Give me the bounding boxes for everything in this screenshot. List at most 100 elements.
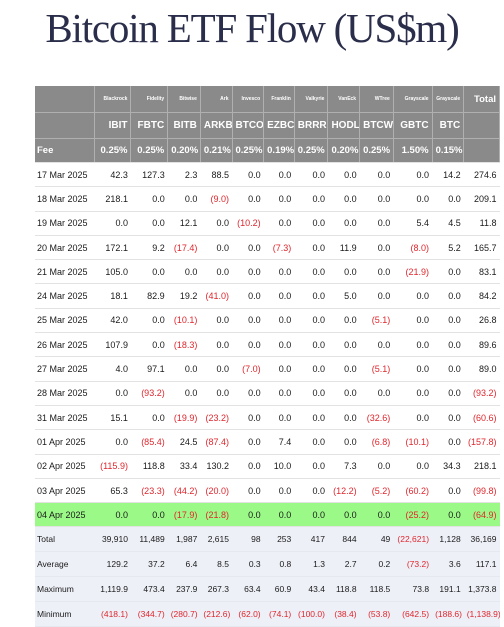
- summary-value: 39,910: [94, 526, 131, 553]
- flow-value: 0.0: [232, 235, 264, 261]
- summary-value: 1,987: [167, 526, 201, 553]
- issuer-name: Grayscale: [393, 86, 433, 113]
- flow-value: 0.0: [232, 186, 264, 212]
- flow-value: 0.0: [359, 259, 394, 285]
- ticker-symbol: IBIT: [94, 112, 132, 139]
- flow-value: 0.0: [393, 332, 433, 358]
- header-blank: [463, 112, 500, 139]
- flow-value: 0.0: [294, 478, 328, 504]
- summary-value: (73.2): [393, 551, 433, 578]
- summary-label: Minimum: [35, 601, 95, 627]
- flow-value: 0.0: [200, 381, 232, 406]
- row-date: 24 Mar 2025: [35, 283, 95, 309]
- flow-value: 0.0: [263, 211, 295, 236]
- etf-flow-table: Blackrock Fidelity Bitwise Ark Invesco Frankl…: [35, 86, 500, 627]
- flow-value: 0.0: [327, 186, 360, 212]
- flow-value: (18.3): [167, 332, 201, 358]
- flow-value: 0.0: [294, 186, 328, 212]
- flow-value: (23.3): [130, 478, 168, 504]
- summary-value: 267.3: [200, 576, 232, 602]
- flow-value: 0.0: [130, 308, 168, 334]
- row-date: 04 Apr 2025: [35, 502, 95, 528]
- flow-value: 0.0: [294, 332, 328, 358]
- row-total: 11.8: [463, 211, 500, 236]
- issuer-name: Ark: [200, 86, 233, 113]
- flow-value: 0.0: [232, 162, 264, 188]
- flow-value: 42.3: [94, 162, 131, 188]
- flow-value: 0.0: [200, 356, 232, 382]
- flow-value: 0.0: [263, 356, 295, 382]
- summary-value: (74.1): [263, 601, 295, 627]
- row-date: 18 Mar 2025: [35, 186, 95, 212]
- flow-value: 0.0: [393, 356, 433, 382]
- summary-value: 98: [232, 526, 264, 553]
- summary-value: 473.4: [130, 576, 168, 602]
- ticker-symbol: HODL: [327, 112, 361, 139]
- flow-value: 0.0: [327, 211, 360, 236]
- summary-value: (212.6): [200, 601, 232, 627]
- summary-value: 0.3: [232, 551, 264, 578]
- table-row: 18 Mar 2025 218.1 0.0 0.0 (9.0) 0.0 0.0 0.0 0.0 0…: [35, 186, 500, 212]
- flow-value: 4.0: [94, 356, 131, 382]
- flow-value: 0.0: [327, 332, 360, 358]
- flow-value: 0.0: [294, 429, 328, 455]
- flow-value: 0.0: [232, 454, 264, 479]
- summary-value: (280.7): [167, 601, 201, 627]
- issuer-name: WTree: [359, 86, 394, 113]
- flow-value: 0.0: [432, 405, 464, 431]
- flow-value: 65.3: [94, 478, 131, 504]
- summary-value: 2.7: [327, 551, 360, 578]
- flow-value: (41.0): [200, 283, 232, 309]
- flow-value: 0.0: [294, 356, 328, 382]
- flow-value: (5.1): [359, 308, 394, 334]
- table-row: 24 Mar 2025 18.1 82.9 19.2 (41.0) 0.0 0.0 0.0 5.…: [35, 283, 500, 309]
- summary-row: Minimum (418.1) (344.7) (280.7) (212.6) (62.0…: [35, 601, 500, 627]
- flow-value: 0.0: [263, 332, 295, 358]
- flow-value: (87.4): [200, 429, 232, 455]
- table-row: 20 Mar 2025 172.1 9.2 (17.4) 0.0 0.0 (7.3) 0.0 1…: [35, 235, 500, 261]
- table-row: 02 Apr 2025 (115.9) 118.8 33.4 130.2 0.0 10.0 0…: [35, 454, 500, 479]
- header-corner: [35, 112, 95, 139]
- flow-value: 0.0: [327, 381, 360, 406]
- table-row: 28 Mar 2025 0.0 (93.2) 0.0 0.0 0.0 0.0 0.0 0.0 0.…: [35, 381, 500, 406]
- summary-value: 63.4: [232, 576, 264, 602]
- flow-value: 34.3: [432, 454, 464, 479]
- row-total: 26.8: [463, 308, 500, 334]
- flow-value: 0.0: [327, 308, 360, 334]
- flow-value: 0.0: [393, 381, 433, 406]
- flow-value: 0.0: [432, 502, 464, 528]
- flow-value: (44.2): [167, 478, 201, 504]
- flow-value: 0.0: [200, 308, 232, 334]
- flow-value: 0.0: [263, 308, 295, 334]
- flow-value: (9.0): [200, 186, 232, 212]
- flow-value: 0.0: [263, 162, 295, 188]
- flow-value: 0.0: [294, 454, 328, 479]
- fee-label: Fee: [35, 138, 95, 163]
- row-total: 89.6: [463, 332, 500, 358]
- flow-value: (21.8): [200, 502, 232, 528]
- flow-value: (17.9): [167, 502, 201, 528]
- flow-value: 0.0: [359, 332, 394, 358]
- flow-value: 0.0: [359, 211, 394, 236]
- summary-value: 0.8: [263, 551, 295, 578]
- flow-value: 0.0: [94, 381, 131, 406]
- flow-value: 0.0: [167, 259, 201, 285]
- flow-value: 0.0: [294, 308, 328, 334]
- ticker-symbol: BRRR: [294, 112, 329, 139]
- row-total: 274.6: [463, 162, 500, 188]
- page-title: Bitcoin ETF Flow (US$m): [45, 5, 459, 51]
- table-row: 19 Mar 2025 0.0 0.0 12.1 0.0 (10.2) 0.0 0.0 0.0 0…: [35, 211, 500, 236]
- fee-row: Fee 0.25% 0.25% 0.20% 0.21% 0.25% 0.19% 0.25% 0.…: [35, 138, 500, 163]
- flow-value: (20.0): [200, 478, 232, 504]
- summary-value: 1,119.9: [94, 576, 131, 602]
- table-row: 03 Apr 2025 65.3 (23.3) (44.2) (20.0) 0.0 0.0 0…: [35, 478, 500, 504]
- summary-value: 3.6: [432, 551, 464, 578]
- row-date: 31 Mar 2025: [35, 405, 95, 431]
- latest-day-row: 04 Apr 2025 0.0 0.0 (17.9) (21.8) 0.0 0.0 0.0 0.…: [35, 502, 500, 528]
- flow-value: 82.9: [130, 283, 168, 309]
- flow-value: 0.0: [327, 162, 360, 188]
- flow-value: 10.0: [263, 454, 295, 479]
- ticker-symbol: ARKB: [200, 112, 233, 139]
- flow-value: 105.0: [94, 259, 131, 285]
- issuer-name: Valkyrie: [294, 86, 329, 113]
